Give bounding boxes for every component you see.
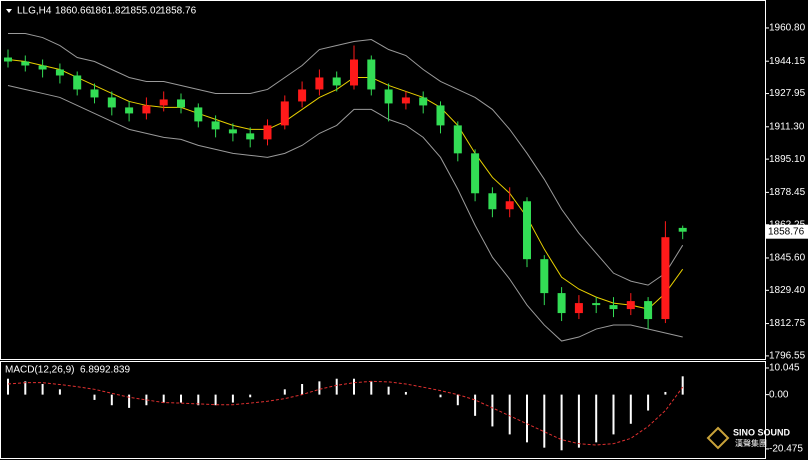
candle-body	[315, 77, 324, 90]
y-tick-label: 1829.40	[769, 285, 806, 296]
menu-arrow[interactable]	[6, 9, 12, 13]
candle-body	[38, 65, 47, 70]
y-tick-label: 1845.60	[769, 253, 806, 264]
y-tick-label: 1878.45	[769, 187, 806, 198]
y-tick-label: 0.00	[769, 389, 789, 400]
y-tick-label: 10.045	[769, 363, 800, 374]
candle-body	[194, 107, 203, 122]
candle-body	[488, 193, 497, 210]
candle-body	[125, 107, 134, 114]
ohlc-close: 1858.76	[160, 6, 197, 17]
ohlc-low: 1855.02	[125, 6, 162, 17]
candle-body	[574, 303, 583, 314]
logo-name: SINO SOUND	[733, 427, 791, 437]
y-tick-label: 1960.80	[769, 23, 806, 34]
price-label-box	[765, 224, 808, 239]
y-tick-label: 1895.10	[769, 154, 806, 165]
indicator-line	[7, 84, 683, 342]
y-tick-label: 1796.55	[769, 351, 806, 362]
candle-body	[159, 99, 168, 106]
candle-body	[107, 97, 116, 108]
candle-body	[332, 77, 341, 86]
y-tick-label: -20.475	[769, 444, 803, 455]
candle-body	[90, 89, 99, 98]
candle-body	[73, 75, 82, 90]
y-tick-label: 1944.15	[769, 56, 806, 67]
candle-body	[401, 97, 410, 104]
indicator-line	[7, 380, 684, 446]
y-tick-label: 1911.30	[769, 121, 805, 132]
candle-body	[4, 57, 12, 62]
candle-body	[367, 59, 376, 90]
candle-body	[678, 227, 687, 232]
candle-body	[55, 69, 64, 76]
macd-value: 6.899	[80, 365, 105, 376]
candle-body	[661, 237, 670, 320]
candle-body	[350, 59, 358, 86]
candle-body	[471, 153, 480, 194]
price-panel-border	[0, 0, 766, 360]
candle-body	[609, 305, 618, 310]
macd-title: MACD(12,26,9)	[5, 365, 74, 376]
candle-body	[384, 89, 393, 104]
signal-value: 2.839	[105, 365, 130, 376]
candle-body	[228, 129, 237, 134]
candle-body	[540, 259, 549, 294]
candle-body	[453, 125, 462, 154]
candle-body	[211, 121, 220, 130]
indicator-line	[7, 59, 684, 310]
candle-body	[436, 105, 445, 126]
symbol-title: LLG,H4	[17, 6, 52, 17]
candle-body	[142, 105, 151, 114]
ohlc-open: 1860.66	[55, 6, 92, 17]
candle-body	[505, 201, 514, 210]
candle-body	[523, 201, 531, 260]
candle-body	[246, 133, 255, 140]
y-tick-label: 1927.95	[769, 88, 806, 99]
candle-body	[177, 99, 185, 108]
logo-mark	[706, 426, 730, 450]
candle-body	[263, 125, 272, 140]
y-tick-label: 1812.75	[769, 318, 806, 329]
candle-body	[592, 303, 601, 306]
candle-body	[626, 301, 635, 310]
ohlc-high: 1861.82	[90, 6, 127, 17]
candle-body	[644, 301, 653, 320]
candle-body	[21, 61, 30, 66]
candle-body	[298, 89, 307, 102]
logo-subtitle: 漢聲集團	[735, 438, 767, 448]
indicator-line	[8, 33, 684, 286]
candle-body	[419, 97, 428, 106]
macd-panel-border	[0, 361, 766, 459]
logo: SINO SOUND 漢聲集團	[706, 426, 791, 450]
candle-body	[557, 293, 566, 314]
candle-body	[280, 101, 289, 126]
price-label: 1858.76	[768, 226, 805, 237]
